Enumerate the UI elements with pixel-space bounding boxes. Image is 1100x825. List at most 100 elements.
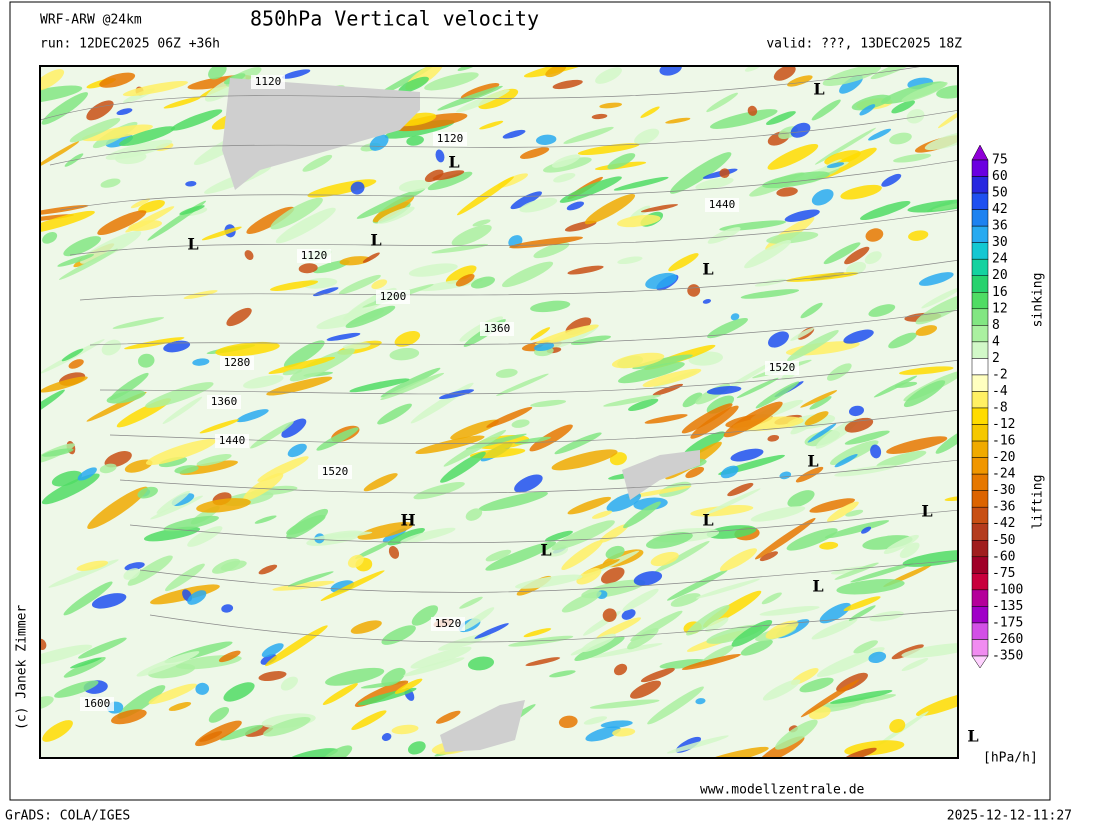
field-blob bbox=[258, 564, 278, 575]
field-blob bbox=[944, 496, 958, 502]
software: GrADS: COLA/IGES bbox=[5, 809, 130, 824]
field-blob bbox=[710, 109, 778, 129]
field-blob bbox=[42, 720, 73, 742]
contour-label-bg bbox=[480, 322, 514, 336]
colorbar-label: -175 bbox=[992, 615, 1023, 630]
field-blob bbox=[809, 396, 832, 410]
field-blob bbox=[40, 214, 74, 223]
field-blob bbox=[918, 272, 954, 286]
field-blob bbox=[767, 143, 819, 170]
field-blob bbox=[302, 154, 333, 172]
field-blob bbox=[633, 571, 663, 586]
field-blob bbox=[827, 363, 852, 381]
pressure-center: L bbox=[967, 727, 978, 746]
field-blob bbox=[730, 313, 740, 321]
field-blob bbox=[623, 501, 661, 529]
field-blob bbox=[372, 195, 415, 223]
contour-label: 1120 bbox=[437, 132, 464, 145]
field-blob bbox=[596, 617, 642, 640]
field-blob bbox=[199, 419, 240, 434]
field-blob bbox=[553, 173, 576, 183]
colorbar-label: -4 bbox=[992, 384, 1008, 399]
field-blob bbox=[394, 678, 423, 694]
field-blob bbox=[485, 549, 512, 562]
field-blob bbox=[99, 72, 136, 88]
isobar bbox=[149, 609, 958, 643]
field-blob bbox=[254, 515, 277, 524]
copyright: (c) Janek Zimmer bbox=[15, 605, 30, 730]
colorbar-label: 2 bbox=[992, 351, 1000, 366]
field-blob bbox=[486, 406, 533, 428]
field-blob bbox=[612, 728, 636, 737]
colorbar-bin bbox=[971, 292, 989, 310]
field-blob bbox=[589, 643, 663, 659]
field-blob bbox=[127, 555, 173, 586]
field-blob bbox=[219, 724, 263, 741]
field-blob bbox=[607, 153, 636, 170]
field-blob bbox=[338, 274, 381, 295]
field-blob bbox=[765, 111, 796, 126]
field-blob bbox=[485, 541, 557, 571]
field-blob bbox=[915, 325, 938, 336]
field-blob bbox=[627, 628, 659, 650]
field-blob bbox=[377, 206, 415, 224]
field-blob bbox=[465, 508, 483, 521]
field-blob bbox=[775, 719, 818, 750]
field-blob bbox=[864, 251, 882, 265]
alps-mask bbox=[622, 450, 700, 500]
field-blob bbox=[455, 273, 475, 287]
field-blob bbox=[670, 593, 701, 607]
isobar bbox=[99, 359, 958, 395]
colorbar-bin bbox=[971, 308, 989, 326]
field-blob bbox=[687, 284, 701, 297]
colorbar-label: 36 bbox=[992, 219, 1008, 234]
field-blob bbox=[567, 265, 604, 275]
field-blob bbox=[388, 546, 400, 559]
field-blob bbox=[40, 141, 80, 168]
field-blob bbox=[195, 682, 210, 695]
contour-label: 1200 bbox=[380, 290, 407, 303]
field-blob bbox=[800, 302, 823, 319]
colorbar-label: 12 bbox=[992, 301, 1008, 316]
field-blob bbox=[574, 636, 625, 662]
field-blob bbox=[822, 66, 882, 86]
field-blob bbox=[800, 679, 860, 718]
colorbar-label: -100 bbox=[992, 582, 1023, 597]
field-blob bbox=[61, 348, 84, 362]
field-blob bbox=[899, 542, 920, 559]
field-blob bbox=[901, 82, 948, 102]
field-blob bbox=[754, 278, 787, 287]
isobar bbox=[40, 66, 926, 121]
field-blob bbox=[533, 242, 570, 259]
field-blob bbox=[787, 490, 815, 508]
field-blob bbox=[544, 530, 573, 542]
map-frame bbox=[39, 65, 959, 759]
isobar bbox=[49, 109, 958, 166]
field-blob bbox=[42, 231, 58, 244]
field-blob bbox=[106, 390, 146, 404]
field-blob bbox=[100, 178, 121, 188]
field-blob bbox=[215, 341, 280, 357]
field-blob bbox=[272, 580, 335, 591]
field-blob bbox=[843, 596, 881, 612]
field-blob bbox=[54, 680, 99, 698]
field-blob bbox=[381, 667, 406, 687]
field-blob bbox=[600, 720, 633, 729]
field-blob bbox=[244, 724, 274, 737]
field-blob bbox=[907, 199, 958, 213]
colorbar-bin bbox=[971, 391, 989, 409]
field-blob bbox=[881, 173, 902, 187]
field-blob bbox=[561, 540, 603, 571]
field-blob bbox=[478, 88, 519, 110]
field-blob bbox=[130, 198, 151, 209]
colorbar-bin bbox=[971, 242, 989, 260]
field-blob bbox=[380, 372, 445, 401]
field-blob bbox=[654, 540, 710, 573]
field-blob bbox=[906, 109, 925, 124]
contour-label-bg bbox=[433, 132, 467, 146]
field-blob bbox=[68, 359, 84, 369]
field-blob bbox=[280, 676, 298, 691]
field-blob bbox=[646, 532, 693, 549]
field-blob bbox=[530, 300, 571, 313]
colorbar-bin bbox=[971, 159, 989, 177]
